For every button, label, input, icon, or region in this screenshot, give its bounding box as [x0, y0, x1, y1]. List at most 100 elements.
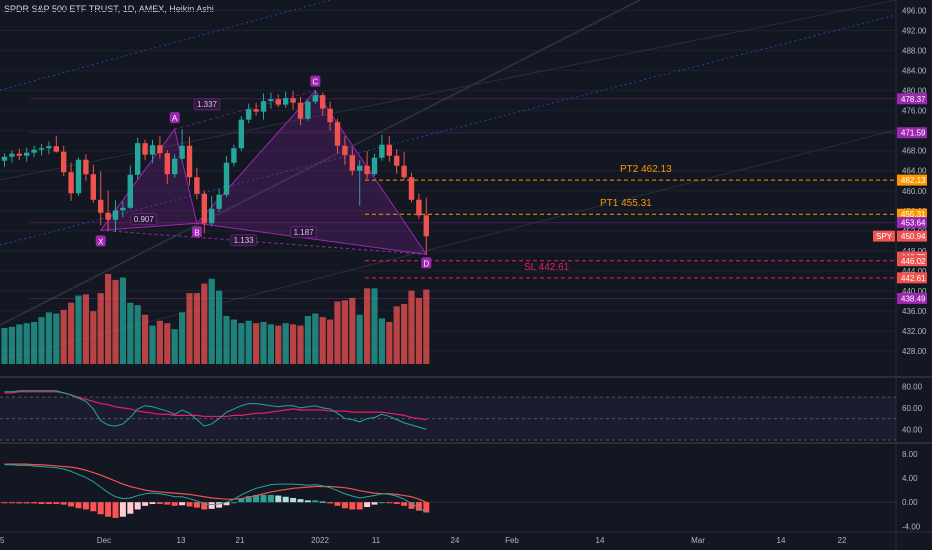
volume-bar — [179, 312, 186, 364]
volume-bar — [38, 317, 45, 364]
macd-histogram-bar — [393, 502, 400, 505]
price-label-box — [897, 93, 927, 105]
volume-bar — [60, 309, 67, 364]
macd-histogram-bar — [401, 502, 408, 506]
macd-histogram-bar — [1, 502, 8, 504]
candle-body — [401, 165, 407, 178]
rsi-tick-label: 40.00 — [902, 425, 923, 434]
candle-body — [394, 155, 400, 166]
candle-body — [275, 99, 281, 105]
macd-histogram-bar — [297, 499, 304, 503]
macd-histogram-bar — [230, 502, 237, 504]
volume-bar — [341, 300, 348, 364]
price-label-box — [897, 217, 927, 229]
macd-histogram-bar — [423, 502, 430, 513]
candle-body — [231, 148, 237, 163]
macd-histogram-bar — [149, 502, 156, 505]
candle-body — [342, 145, 348, 156]
price-label-box — [897, 127, 927, 139]
time-tick-label: Dec — [97, 536, 111, 545]
candle-body — [186, 145, 193, 178]
time-tick-label: 2022 — [311, 536, 329, 545]
macd-histogram-bar — [245, 496, 252, 503]
volume-bar — [297, 325, 304, 364]
macd-histogram-bar — [193, 502, 200, 508]
volume-bar — [290, 324, 297, 364]
volume-bar — [238, 323, 245, 364]
candle-body — [423, 215, 429, 237]
candle-body — [201, 193, 207, 224]
candle-body — [83, 159, 89, 175]
volume-bar — [142, 314, 149, 364]
macd-histogram-bar — [415, 502, 422, 511]
candle-body — [194, 177, 200, 194]
volume-bar — [156, 320, 163, 364]
time-tick-partial: 5 — [0, 536, 5, 545]
volume-bar — [97, 293, 104, 364]
volume-bar — [8, 326, 15, 364]
volume-bar — [193, 293, 200, 364]
macd-histogram-bar — [60, 502, 67, 505]
time-tick-label: 24 — [451, 536, 460, 545]
price-tick-label: 448.00 — [902, 247, 927, 256]
harmonic-ratio-box — [290, 226, 317, 239]
candle-body — [209, 208, 215, 224]
candle-body — [164, 153, 170, 175]
macd-histogram-bar — [378, 502, 385, 504]
volume-bar — [282, 323, 289, 364]
harmonic-ratio-label: 0.907 — [134, 215, 155, 224]
price-tick-label: 460.00 — [902, 187, 927, 196]
volume-bar — [386, 321, 393, 364]
volume-bar — [112, 279, 119, 364]
macd-histogram-bar — [68, 502, 75, 507]
volume-bar — [186, 293, 193, 364]
macd-histogram-bar — [364, 502, 371, 508]
price-tick-label: 432.00 — [902, 327, 927, 336]
price-tick-label: 440.00 — [902, 287, 927, 296]
time-tick-label: 22 — [838, 536, 847, 545]
harmonic-point-label: B — [194, 228, 199, 237]
volume-bar — [119, 277, 126, 364]
volume-bar — [319, 317, 326, 364]
macd-histogram-bar — [371, 502, 378, 505]
volume-bar — [371, 288, 378, 364]
harmonic-point-label: X — [98, 237, 104, 246]
macd-histogram-bar — [16, 502, 23, 504]
price-label-box — [897, 208, 927, 220]
macd-histogram-bar — [134, 502, 141, 510]
macd-histogram-bar — [45, 502, 52, 505]
time-tick-label: Feb — [505, 536, 519, 545]
macd-histogram-bar — [90, 502, 97, 512]
volume-bar — [349, 297, 356, 364]
harmonic-xab-triangle — [99, 128, 198, 231]
candle-body — [260, 101, 267, 112]
time-tick-label: 14 — [596, 536, 605, 545]
candle-body — [253, 109, 259, 112]
volume-bar — [245, 320, 252, 364]
volume-bar — [253, 323, 260, 364]
macd-histogram-bar — [75, 502, 82, 509]
price-label-box — [897, 272, 927, 284]
volume-bar — [378, 318, 385, 364]
candle-body — [416, 199, 422, 216]
macd-histogram-bar — [386, 502, 393, 504]
macd-histogram-bar — [282, 496, 289, 503]
macd-tick-label: 4.00 — [902, 474, 918, 483]
volume-bar — [105, 273, 112, 364]
volume-bar — [149, 325, 156, 364]
macd-histogram-bar — [38, 502, 45, 505]
channel-dotted-top — [0, 0, 331, 91]
candle-body — [297, 102, 304, 119]
price-label-text: 462.13 — [901, 176, 926, 185]
price-label-box — [897, 230, 927, 242]
macd-histogram-bar — [275, 495, 282, 503]
time-tick-label: 21 — [236, 536, 245, 545]
macd-histogram-bar — [349, 502, 356, 510]
macd-histogram-bar — [267, 494, 274, 503]
volume-bar — [267, 324, 274, 364]
price-tick-label: 492.00 — [902, 27, 927, 36]
volume-bar — [45, 312, 52, 364]
rsi-tick-label: 60.00 — [902, 404, 923, 413]
candle-body — [246, 109, 252, 120]
